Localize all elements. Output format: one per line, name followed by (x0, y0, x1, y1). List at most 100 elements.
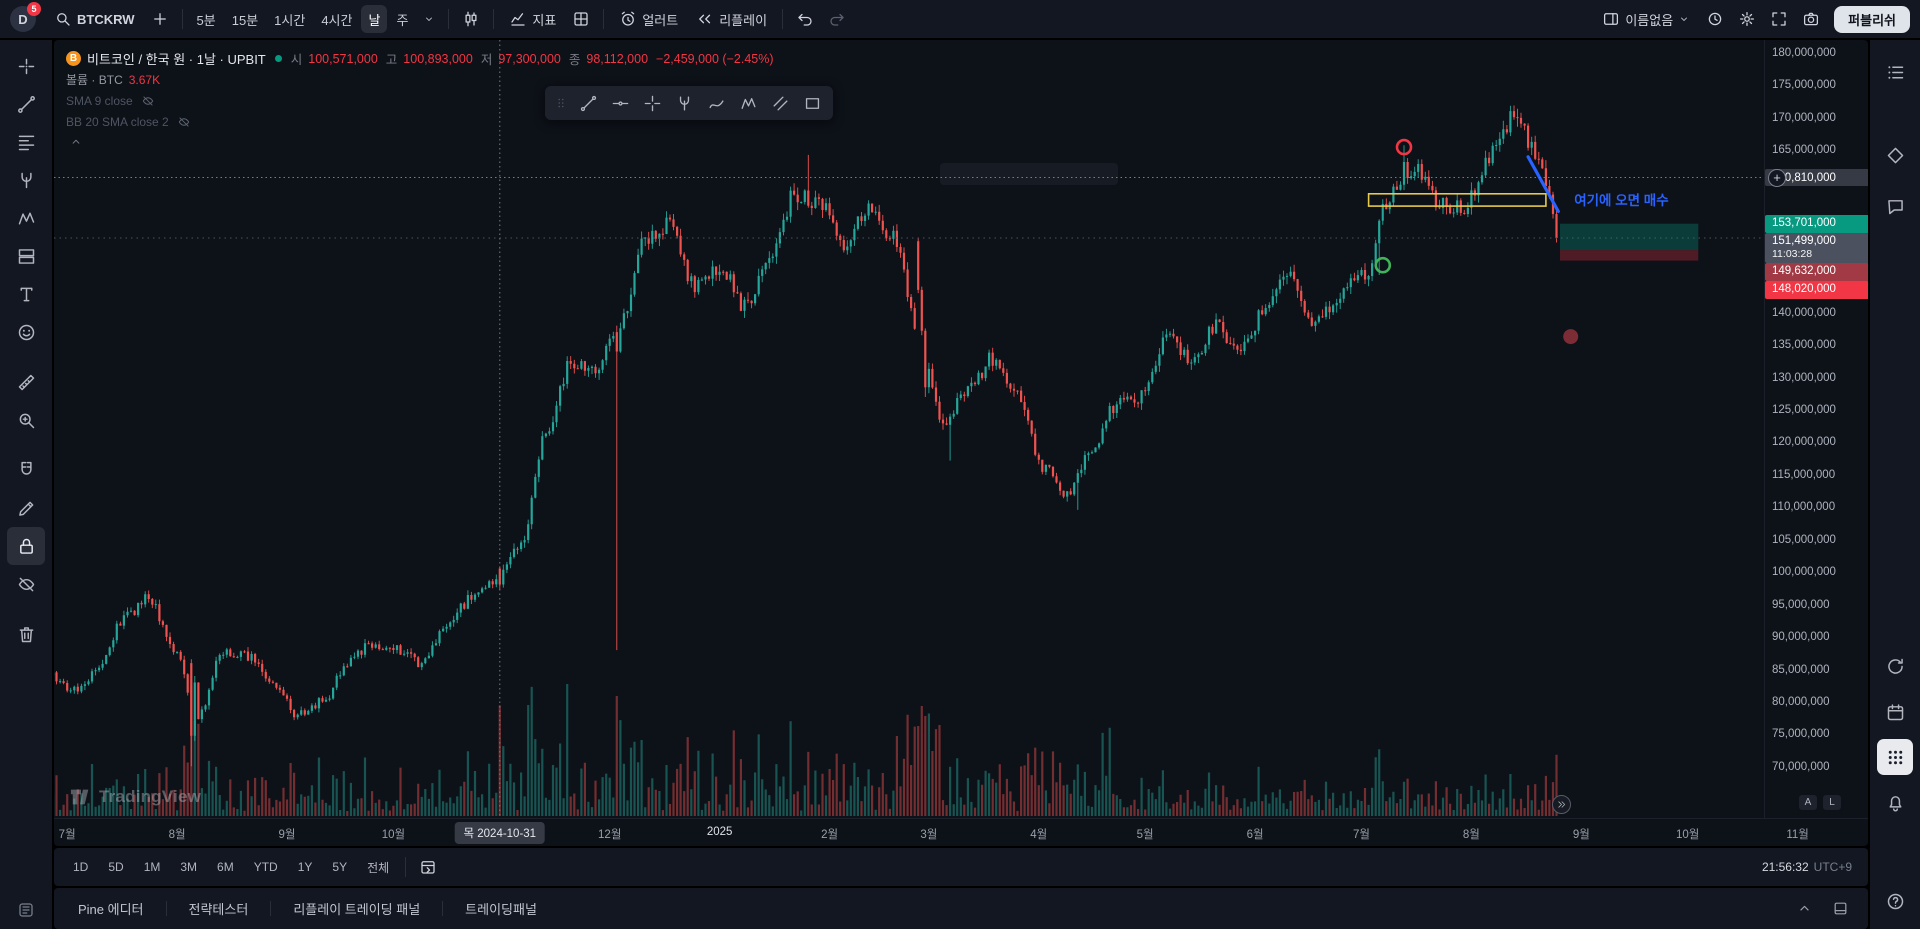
hide-drawings-tool-button[interactable] (7, 565, 45, 603)
interval-button-주[interactable]: 주 (389, 5, 415, 33)
long-position-stop-zone[interactable] (1560, 250, 1699, 261)
legend-sma-row[interactable]: SMA 9 close (66, 90, 776, 111)
long-short-position-tool-button[interactable] (7, 237, 45, 275)
price-scale[interactable]: A L 180,000,000 175,000,000 170,000,000 165… (1764, 40, 1868, 818)
resistance-zone-rectangle[interactable] (1367, 193, 1547, 207)
float-trend-line-button[interactable] (573, 89, 603, 117)
symbol-search-button[interactable]: BTCKRW (46, 5, 143, 33)
float-horizontal-line-button[interactable] (605, 89, 635, 117)
zoom-in-tool-button[interactable] (7, 401, 45, 439)
bottom-tab-1[interactable]: Pine 에디터 (68, 896, 154, 922)
add-alert-plus-button[interactable]: + (1768, 168, 1786, 187)
go-to-realtime-button[interactable] (1552, 795, 1571, 814)
chart-pane[interactable]: 여기에 오면 매수 B 비트코인 / 한국 원 · 1날 · UPBIT 시 1… (54, 40, 1868, 846)
user-avatar[interactable]: D 5 (10, 2, 41, 32)
buy-note-annotation[interactable]: 여기에 오면 매수 (1574, 192, 1668, 208)
legend-volume-row[interactable]: 볼륨 · BTC 3.67K (66, 69, 776, 90)
symbol-add-button[interactable] (145, 5, 175, 33)
multichart-layout-button[interactable] (566, 5, 596, 33)
float-brush-button[interactable] (701, 89, 731, 117)
log-scale-button[interactable]: L (1823, 795, 1841, 810)
red-circle-marker[interactable] (1395, 138, 1413, 156)
ideas-button[interactable] (1877, 137, 1913, 173)
interval-button-4시간[interactable]: 4시간 (314, 5, 359, 33)
float-pattern-button[interactable] (733, 89, 763, 117)
bottom-tab-2[interactable]: 전략테스터 (179, 896, 259, 922)
legend-collapse-button[interactable] (66, 134, 86, 150)
bottom-tab-4[interactable]: 트레이딩패널 (455, 896, 547, 922)
timezone-label[interactable]: UTC+9 (1813, 860, 1852, 874)
xabcd-pattern-tool-button[interactable] (7, 199, 45, 237)
range-button-전체[interactable]: 전체 (358, 855, 398, 879)
fullscreen-button[interactable] (1764, 5, 1794, 33)
eye-off-icon[interactable] (177, 115, 191, 129)
time-axis[interactable]: 목 2024-10-31 7월 8월 9월 10월 12월 2025 2월 3월 4월 5월 6월 7… (54, 818, 1868, 846)
eye-off-icon[interactable] (141, 94, 155, 108)
float-parallel-channel-button[interactable] (765, 89, 795, 117)
replay-button[interactable]: 리플레이 (688, 5, 775, 33)
indicators-button[interactable]: 지표 (501, 5, 564, 33)
object-tree-button[interactable] (14, 899, 38, 923)
refresh-button[interactable] (1877, 648, 1913, 684)
symbol-title[interactable]: 비트코인 / 한국 원 · 1날 · UPBIT (87, 52, 266, 67)
text-tool-tool-button[interactable] (7, 275, 45, 313)
lock-drawings-tool-button[interactable] (7, 527, 45, 565)
alert-log-button[interactable] (1700, 5, 1730, 33)
pitchfork-tool-button[interactable] (7, 161, 45, 199)
notifications-button[interactable] (1877, 784, 1913, 820)
range-button-1D[interactable]: 1D (64, 855, 97, 879)
blue-trend-line[interactable] (1526, 155, 1560, 213)
redo-button[interactable] (822, 5, 852, 33)
screenshot-button[interactable] (1796, 5, 1826, 33)
fib-retracement-tool-button[interactable] (7, 123, 45, 161)
float-pitchfork-button[interactable] (669, 89, 699, 117)
drag-handle-icon[interactable] (551, 96, 571, 110)
trend-line-tool-button[interactable] (7, 85, 45, 123)
calendar-button[interactable] (1877, 694, 1913, 730)
auto-scale-button[interactable]: A (1799, 795, 1817, 810)
long-position-profit-zone[interactable] (1560, 223, 1699, 251)
undo-button[interactable] (790, 5, 820, 33)
measure-tool-button[interactable] (7, 363, 45, 401)
goto-date-button[interactable] (413, 853, 443, 881)
range-button-5Y[interactable]: 5Y (323, 855, 356, 879)
remove-drawings-tool-button[interactable] (7, 615, 45, 653)
clock-area[interactable]: 21:56:32 UTC+9 (1762, 860, 1858, 874)
layout-name-button[interactable]: 이름없음 (1594, 5, 1698, 33)
floating-drawing-toolbar[interactable] (545, 86, 833, 120)
alert-button[interactable]: 얼러트 (611, 5, 686, 33)
interval-button-날[interactable]: 날 (361, 5, 388, 33)
candlestick-chart[interactable]: 여기에 오면 매수 (54, 40, 1764, 818)
range-button-6M[interactable]: 6M (208, 855, 243, 879)
range-button-1Y[interactable]: 1Y (289, 855, 322, 879)
range-button-3M[interactable]: 3M (171, 855, 206, 879)
chart-plot[interactable]: 여기에 오면 매수 (54, 40, 1764, 818)
panel-expand-button[interactable] (1826, 895, 1854, 923)
range-button-YTD[interactable]: YTD (245, 855, 287, 879)
magnet-mode-tool-button[interactable] (7, 451, 45, 489)
float-rectangle-button[interactable] (797, 89, 827, 117)
bottom-tab-3[interactable]: 리플레이 트레이딩 패널 (283, 896, 430, 922)
chart-settings-button[interactable] (1732, 5, 1762, 33)
emoji-tool-button[interactable] (7, 313, 45, 351)
apps-grid-button[interactable] (1877, 739, 1913, 775)
interval-button-15분[interactable]: 15분 (225, 5, 265, 33)
panel-collapse-button[interactable] (1790, 895, 1818, 923)
green-circle-marker[interactable] (1374, 256, 1392, 274)
float-cross-line-button[interactable] (637, 89, 667, 117)
help-button[interactable] (1877, 883, 1913, 919)
interval-menu-button[interactable] (417, 5, 441, 33)
chart-style-button[interactable] (456, 5, 486, 33)
crosshair-tool-button[interactable] (7, 47, 45, 85)
watchlist-button[interactable] (1877, 54, 1913, 90)
interval-button-1시간[interactable]: 1시간 (267, 5, 312, 33)
interval-button-5분[interactable]: 5분 (190, 5, 223, 33)
range-button-1M[interactable]: 1M (135, 855, 170, 879)
red-dot-marker[interactable] (1563, 329, 1579, 345)
publish-button[interactable]: 퍼블리쉬 (1834, 5, 1910, 33)
drawing-mode-tool-button[interactable] (7, 489, 45, 527)
range-button-5D[interactable]: 5D (99, 855, 132, 879)
crosshair-date-label: 목 2024-10-31 (454, 822, 546, 844)
chat-button[interactable] (1877, 188, 1913, 224)
legend-bb-row[interactable]: BB 20 SMA close 2 (66, 111, 776, 132)
